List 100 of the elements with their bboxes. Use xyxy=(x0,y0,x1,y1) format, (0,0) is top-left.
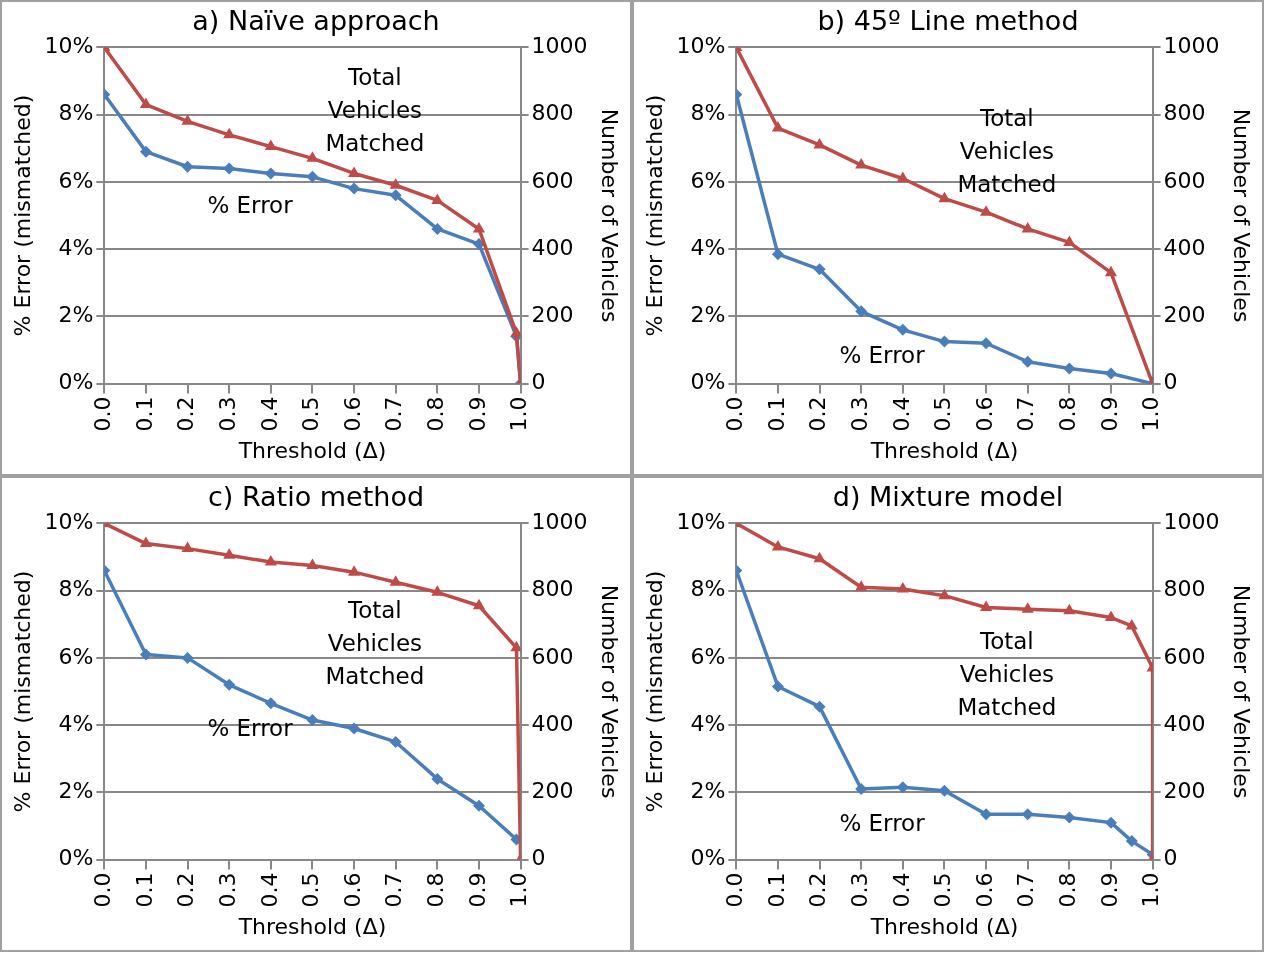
y-tick-label: 10% xyxy=(44,509,94,535)
x-tick-label: 1.0 xyxy=(506,872,532,908)
x-tick-label: 0.0 xyxy=(722,872,748,908)
y-axis-title: % Error (mismatched) xyxy=(9,570,35,813)
x-tick-label: 0.7 xyxy=(1013,872,1039,908)
x-tick-label: 0.7 xyxy=(1013,396,1039,432)
x-tick-label: 0.2 xyxy=(805,872,831,908)
y2-tick-label: 1000 xyxy=(531,33,588,59)
y2-tick-label: 0 xyxy=(1163,845,1178,871)
y-tick-label: 2% xyxy=(690,302,726,328)
y2-tick-label: 0 xyxy=(1163,369,1178,395)
y2-tick-label: 800 xyxy=(1163,576,1206,602)
x-tick-label: 0.4 xyxy=(256,396,282,432)
series-label: Total Vehicles Matched xyxy=(957,105,1057,198)
y-tick-label: 8% xyxy=(58,576,94,602)
x-tick-label: 1.0 xyxy=(506,396,532,432)
y2-tick-label: 600 xyxy=(531,643,574,669)
y-tick-label: 6% xyxy=(690,167,726,193)
y2-tick-label: 1000 xyxy=(1163,509,1220,535)
x-tick-label: 0.4 xyxy=(888,396,914,432)
x-tick-label: 0.5 xyxy=(298,396,324,432)
x-axis-title: Threshold (Δ) xyxy=(237,437,387,463)
x-tick-label: 1.0 xyxy=(1138,396,1164,432)
chart-title: b) 45º Line method xyxy=(817,5,1079,37)
y2-tick-label: 0 xyxy=(531,845,546,871)
x-tick-label: 0.2 xyxy=(805,396,831,432)
series-label: % Error xyxy=(839,809,926,836)
y-axis-title: % Error (mismatched) xyxy=(641,94,667,337)
x-tick-label: 0.7 xyxy=(381,396,407,432)
x-tick-label: 0.0 xyxy=(722,396,748,432)
x-tick-label: 0.6 xyxy=(971,872,997,908)
y-tick-label: 6% xyxy=(58,643,94,669)
y-tick-label: 10% xyxy=(44,33,94,59)
y2-axis-title: Number of Vehicles xyxy=(1229,108,1255,323)
y2-tick-label: 400 xyxy=(531,234,574,260)
chart-title: c) Ratio method xyxy=(207,481,425,513)
y-tick-label: 2% xyxy=(58,302,94,328)
x-tick-label: 0.6 xyxy=(971,396,997,432)
x-tick-label: 0.7 xyxy=(381,872,407,908)
y2-axis-title: Number of Vehicles xyxy=(597,108,623,323)
y2-tick-label: 600 xyxy=(1163,167,1206,193)
x-tick-label: 0.1 xyxy=(763,396,789,432)
series-label: Total Vehicles Matched xyxy=(325,596,425,689)
x-tick-label: 0.9 xyxy=(1096,872,1122,908)
y2-tick-label: 800 xyxy=(1163,100,1206,126)
y-tick-label: 10% xyxy=(676,33,726,59)
y2-tick-label: 600 xyxy=(531,167,574,193)
x-tick-label: 0.8 xyxy=(423,872,449,908)
y-tick-label: 8% xyxy=(690,100,726,126)
y-axis-title: % Error (mismatched) xyxy=(641,570,667,813)
series-label: % Error xyxy=(207,715,294,742)
y-tick-label: 0% xyxy=(690,845,726,871)
x-tick-label: 0.4 xyxy=(888,872,914,908)
x-tick-label: 0.5 xyxy=(930,396,956,432)
x-tick-label: 0.1 xyxy=(131,872,157,908)
series-label: % Error xyxy=(207,192,294,219)
y2-tick-label: 400 xyxy=(531,710,574,736)
y2-tick-label: 200 xyxy=(1163,302,1206,328)
y-tick-label: 4% xyxy=(690,710,726,736)
y-tick-label: 2% xyxy=(690,778,726,804)
y2-tick-label: 600 xyxy=(1163,643,1206,669)
y2-axis-title: Number of Vehicles xyxy=(1229,584,1255,799)
x-tick-label: 0.1 xyxy=(763,872,789,908)
y-tick-label: 0% xyxy=(690,369,726,395)
x-tick-label: 0.4 xyxy=(256,872,282,908)
x-tick-label: 0.5 xyxy=(298,872,324,908)
y2-tick-label: 400 xyxy=(1163,710,1206,736)
y2-tick-label: 400 xyxy=(1163,234,1206,260)
x-tick-label: 0.6 xyxy=(339,872,365,908)
y2-tick-label: 0 xyxy=(531,369,546,395)
x-tick-label: 0.5 xyxy=(930,872,956,908)
y-tick-label: 4% xyxy=(58,234,94,260)
x-axis-title: Threshold (Δ) xyxy=(869,913,1019,939)
x-tick-label: 0.9 xyxy=(1096,396,1122,432)
x-tick-label: 0.9 xyxy=(464,872,490,908)
series-label: Total Vehicles Matched xyxy=(325,63,425,156)
x-tick-label: 0.6 xyxy=(339,396,365,432)
y2-axis-title: Number of Vehicles xyxy=(597,584,623,799)
y-tick-label: 8% xyxy=(690,576,726,602)
x-tick-label: 0.0 xyxy=(90,872,116,908)
y-tick-label: 10% xyxy=(676,509,726,535)
x-axis-title: Threshold (Δ) xyxy=(869,437,1019,463)
y-tick-label: 8% xyxy=(58,100,94,126)
x-tick-label: 0.9 xyxy=(464,396,490,432)
y2-tick-label: 1000 xyxy=(531,509,588,535)
x-tick-label: 0.1 xyxy=(131,396,157,432)
x-tick-label: 0.3 xyxy=(214,872,240,908)
y-tick-label: 6% xyxy=(690,643,726,669)
y2-tick-label: 200 xyxy=(531,778,574,804)
x-tick-label: 1.0 xyxy=(1138,872,1164,908)
x-tick-label: 0.8 xyxy=(423,396,449,432)
y-axis-title: % Error (mismatched) xyxy=(9,94,35,337)
y2-tick-label: 200 xyxy=(531,302,574,328)
y-tick-label: 4% xyxy=(690,234,726,260)
y2-tick-label: 800 xyxy=(531,100,574,126)
x-tick-label: 0.2 xyxy=(173,872,199,908)
x-axis-title: Threshold (Δ) xyxy=(237,913,387,939)
series-label: % Error xyxy=(839,342,926,369)
y-tick-label: 0% xyxy=(58,369,94,395)
y2-tick-label: 200 xyxy=(1163,778,1206,804)
